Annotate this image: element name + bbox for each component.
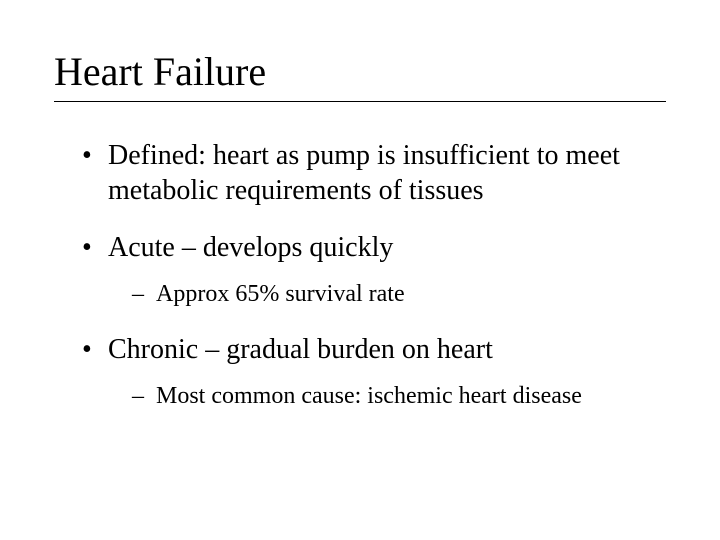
bullet-item: Chronic – gradual burden on heart Most c… (82, 332, 666, 412)
sub-bullet-item: Approx 65% survival rate (108, 279, 666, 310)
sub-bullet-text: Most common cause: ischemic heart diseas… (156, 383, 582, 409)
bullet-text: Acute – develops quickly (108, 232, 393, 263)
slide: Heart Failure Defined: heart as pump is … (0, 0, 720, 540)
bullet-item: Acute – develops quickly Approx 65% surv… (82, 230, 666, 310)
bullet-text: Chronic – gradual burden on heart (108, 334, 493, 365)
title-underline (54, 101, 666, 102)
sub-bullet-text: Approx 65% survival rate (156, 281, 405, 307)
bullet-text: Defined: heart as pump is insufficient t… (108, 140, 620, 206)
bullet-list: Defined: heart as pump is insufficient t… (54, 138, 666, 412)
bullet-item: Defined: heart as pump is insufficient t… (82, 138, 666, 208)
slide-title: Heart Failure (54, 48, 666, 95)
sub-bullet-item: Most common cause: ischemic heart diseas… (108, 381, 666, 412)
